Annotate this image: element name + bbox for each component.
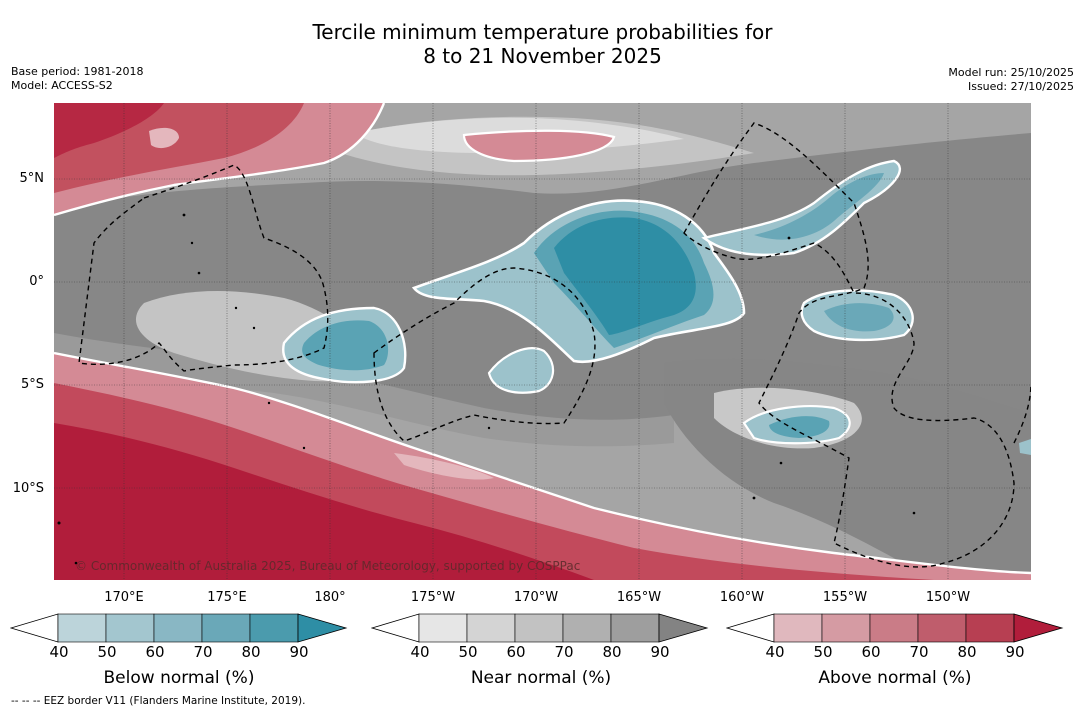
colorbar-segment <box>249 613 299 643</box>
colorbar-segment <box>57 613 107 643</box>
lon-label-175w: 175°W <box>410 590 456 605</box>
above-tick-80: 80 <box>957 643 977 661</box>
colorbar-extend-high <box>658 613 709 643</box>
colorbar-extend-low <box>371 613 420 643</box>
below-normal-se-outline <box>742 405 851 445</box>
lon-label-175e: 175°E <box>207 590 247 605</box>
above-tick-90: 90 <box>1005 643 1025 661</box>
colorbar-segment <box>821 613 871 643</box>
above-normal-nw-pale <box>149 127 179 149</box>
below-tick-70: 70 <box>193 643 213 661</box>
near-tick-60: 60 <box>506 643 526 661</box>
colorbar-extend-high <box>1013 613 1064 643</box>
eez-legend-note: -- -- -- EEZ border V11 (Flanders Marine… <box>11 695 306 707</box>
below-tick-40: 40 <box>49 643 69 661</box>
below-normal-east-edge <box>1019 439 1031 455</box>
above-tick-60: 60 <box>861 643 881 661</box>
near-tick-90: 90 <box>650 643 670 661</box>
colorbar-extend-high <box>297 613 348 643</box>
islands <box>57 213 916 565</box>
eez-border-central <box>373 267 596 442</box>
below-normal-central-dark <box>554 217 696 335</box>
lat-label-5n: 5°N <box>19 171 45 186</box>
metadata-left: Base period: 1981-2018 Model: ACCESS-S2 <box>11 65 143 93</box>
colorbar-near-normal <box>371 613 709 643</box>
below-tick-60: 60 <box>145 643 165 661</box>
lon-label-170e: 170°E <box>104 590 144 605</box>
colorbar-segment <box>466 613 516 643</box>
colorbar-above-normal <box>726 613 1064 643</box>
below-normal-east-mid <box>824 303 894 332</box>
below-tick-90: 90 <box>289 643 309 661</box>
lon-label-160w: 160°W <box>719 590 765 605</box>
lon-label-165w: 165°W <box>616 590 662 605</box>
below-normal-small-blob-outline <box>487 347 555 394</box>
near-tick-40: 40 <box>410 643 430 661</box>
colorbar-segment <box>153 613 203 643</box>
above-normal-nw-dark <box>54 103 164 158</box>
eez-border-tokelau <box>683 122 1015 568</box>
near-tick-50: 50 <box>458 643 478 661</box>
metadata-right: Model run: 25/10/2025 Issued: 27/10/2025 <box>948 66 1074 94</box>
below-tick-50: 50 <box>97 643 117 661</box>
title-line-2: 8 to 21 November 2025 <box>423 44 662 68</box>
above-normal-nw-outline <box>54 103 386 217</box>
below-normal-central-outline <box>411 199 746 364</box>
below-normal-west-mid <box>302 320 389 371</box>
colorbar-segment <box>514 613 564 643</box>
lat-label-10s: 10°S <box>12 481 44 496</box>
model-name: Model: ACCESS-S2 <box>11 79 113 92</box>
issued-date: Issued: 27/10/2025 <box>967 80 1074 93</box>
eez-borders <box>78 122 1031 568</box>
title-line-1: Tercile minimum temperature probabilitie… <box>312 20 773 44</box>
near-tick-80: 80 <box>602 643 622 661</box>
lat-label-5s: 5°S <box>20 377 44 392</box>
colorbar-near-title: Near normal (%) <box>470 668 612 688</box>
model-run: Model run: 25/10/2025 <box>948 66 1074 79</box>
colorbar-segment <box>418 613 468 643</box>
below-normal-ne-mid <box>754 173 884 240</box>
above-tick-50: 50 <box>813 643 833 661</box>
lon-label-155w: 155°W <box>822 590 868 605</box>
above-normal-south-dark <box>54 423 594 580</box>
colorbar-extend-low <box>726 613 775 643</box>
above-normal-south-pale <box>394 453 494 480</box>
map-title: Tercile minimum temperature probabilitie… <box>0 20 1085 68</box>
near-tick-70: 70 <box>554 643 574 661</box>
lon-label-170w: 170°W <box>513 590 559 605</box>
colorbar-segment <box>965 613 1015 643</box>
above-tick-40: 40 <box>765 643 785 661</box>
colorbar-below-normal <box>10 613 348 643</box>
graticule <box>54 103 1031 580</box>
colorbar-segment <box>917 613 967 643</box>
colorbar-segment <box>105 613 155 643</box>
colorbar-segment <box>562 613 612 643</box>
above-tick-70: 70 <box>909 643 929 661</box>
above-normal-north-patch-outline <box>462 129 616 163</box>
above-normal-north-patch <box>464 130 614 161</box>
below-normal-ne-outline <box>701 159 901 256</box>
lon-label-150w: 150°W <box>925 590 971 605</box>
copyright-notice: © Commonwealth of Australia 2025, Bureau… <box>75 559 581 573</box>
below-normal-west-outline <box>282 306 407 384</box>
lon-label-180: 180° <box>314 590 346 605</box>
colorbar-segment <box>869 613 919 643</box>
eez-border-east-edge <box>1013 382 1031 444</box>
colorbar-above-title: Above normal (%) <box>818 668 972 688</box>
below-tick-80: 80 <box>241 643 261 661</box>
below-normal-small-blob <box>489 348 554 393</box>
colorbar-segment <box>773 613 823 643</box>
base-period: Base period: 1981-2018 <box>11 65 144 78</box>
colorbar-segment <box>610 613 660 643</box>
colorbar-segment <box>201 613 251 643</box>
colorbar-below-title: Below normal (%) <box>103 668 255 688</box>
lat-label-0: 0° <box>29 274 44 289</box>
below-normal-se-mid <box>769 416 830 438</box>
colorbar-extend-low <box>10 613 59 643</box>
probability-map <box>54 103 1031 580</box>
